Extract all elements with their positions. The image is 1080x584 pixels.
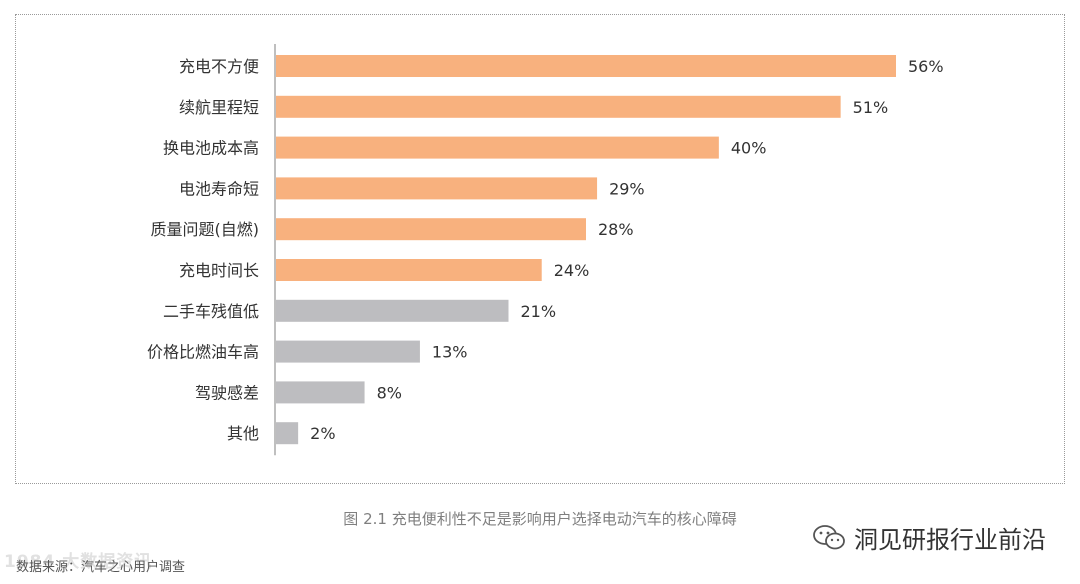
category-label-7: 价格比燃油车高 [147, 343, 259, 362]
value-label-3: 29% [609, 179, 645, 198]
category-label-3: 电池寿命短 [179, 179, 259, 198]
bar-2 [276, 136, 719, 159]
category-label-6: 二手车残值低 [163, 302, 259, 321]
bar-9 [276, 422, 299, 445]
value-label-8: 8% [377, 383, 402, 402]
bar-4 [276, 218, 586, 241]
value-label-5: 24% [554, 261, 590, 280]
bar-1 [276, 95, 841, 118]
bar-8 [276, 381, 365, 404]
value-label-9: 2% [310, 424, 335, 443]
category-label-9: 其他 [227, 424, 259, 443]
category-label-0: 充电不方便 [179, 57, 259, 76]
chart-frame [15, 14, 1065, 484]
bar-7 [276, 340, 420, 363]
watermark-text: 1984 大数据资讯 [4, 552, 153, 572]
value-label-7: 13% [432, 343, 468, 362]
value-label-6: 21% [521, 302, 557, 321]
value-label-1: 51% [853, 98, 889, 117]
wechat-icon [813, 524, 845, 549]
category-label-5: 充电时间长 [179, 261, 259, 280]
data-source: 数据来源：汽车之心用户调查 [16, 560, 186, 575]
bar-5 [276, 259, 542, 281]
brand-name: 洞见研报行业前沿 [854, 526, 1046, 554]
bars-layer: 充电不方便 56% 续航里程短 51% 换电池成本高 40% 电池寿命短 29% 质量问题(自燃… [147, 55, 944, 445]
bar-0 [276, 55, 896, 77]
value-label-4: 28% [598, 220, 634, 239]
figure-caption: 图 2.1 充电便利性不足是影响用户选择电动汽车的核心障碍 [343, 510, 737, 528]
category-label-8: 驾驶感差 [195, 383, 259, 402]
bar-chart: 充电不方便 56% 续航里程短 51% 换电池成本高 40% 电池寿命短 29% 质量问题(自燃… [147, 44, 944, 456]
category-label-1: 续航里程短 [179, 98, 259, 117]
brand: 洞见研报行业前沿 [812, 520, 1046, 555]
bar-6 [276, 299, 509, 322]
category-label-2: 换电池成本高 [163, 139, 259, 158]
value-label-2: 40% [731, 139, 767, 158]
bar-3 [276, 177, 598, 200]
category-label-4: 质量问题(自燃) [151, 220, 260, 239]
value-label-0: 56% [908, 57, 944, 76]
